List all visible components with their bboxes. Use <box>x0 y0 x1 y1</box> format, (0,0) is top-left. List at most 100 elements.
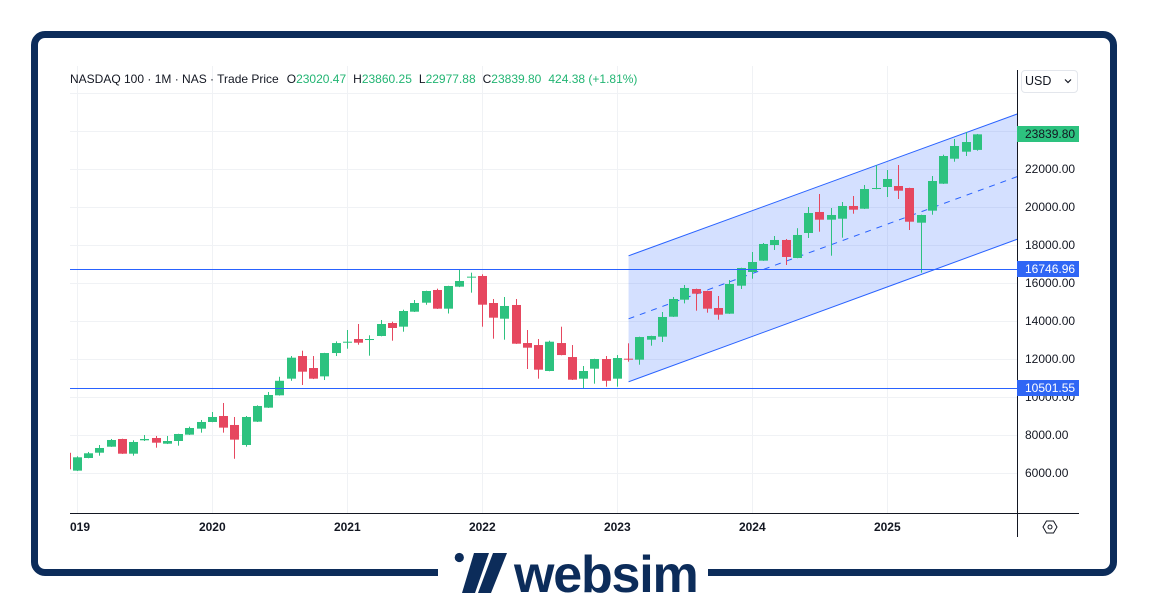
candle <box>365 335 374 356</box>
horizontal-line-price-label: 10501.55 <box>1017 380 1079 396</box>
candle <box>759 243 768 261</box>
candle <box>973 133 982 151</box>
candle <box>860 184 869 210</box>
candle <box>647 335 656 346</box>
websim-logo-text: websim <box>514 546 699 604</box>
candle <box>343 330 352 349</box>
candle <box>669 296 678 317</box>
price-label: 14000.00 <box>1025 314 1076 329</box>
candle <box>579 366 588 389</box>
candle <box>107 438 116 447</box>
candle <box>422 290 431 305</box>
candle <box>568 345 577 381</box>
candle <box>624 343 633 362</box>
candle <box>433 288 442 309</box>
candle <box>377 319 386 337</box>
candle <box>478 274 487 327</box>
candle <box>140 434 149 441</box>
last-price-label: 23839.80 <box>1017 126 1079 142</box>
channel-middle-line[interactable] <box>628 175 1023 320</box>
price-axis[interactable]: 22000.00 20000.00 18000.00 16000.00 14000.00… <box>1017 60 1079 513</box>
candle <box>332 341 341 357</box>
candle <box>692 288 701 311</box>
candle <box>174 433 183 446</box>
candle <box>208 411 217 423</box>
time-label: 019 <box>70 520 91 534</box>
parallel-channel[interactable] <box>628 112 1023 383</box>
candle <box>602 356 611 387</box>
candle <box>354 323 363 345</box>
price-label: 22000.00 <box>1025 162 1076 177</box>
candle <box>523 330 532 369</box>
candle <box>118 438 127 454</box>
currency-select[interactable]: USD <box>1021 70 1078 93</box>
candle <box>242 415 251 447</box>
candle <box>309 356 318 380</box>
price-label: 16000.00 <box>1025 276 1076 291</box>
candle <box>928 176 937 215</box>
candle <box>725 279 734 314</box>
candle <box>185 426 194 435</box>
candle <box>197 419 206 433</box>
candle <box>557 326 566 356</box>
candle <box>70 452 71 470</box>
legend-high: H23860.25 <box>353 72 412 86</box>
candle <box>894 165 903 199</box>
candle <box>838 201 847 238</box>
candle <box>489 298 498 339</box>
candle <box>950 138 959 162</box>
time-label: 2025 <box>873 520 901 534</box>
horizontal-line-price-label: 16746.96 <box>1017 261 1079 277</box>
candle <box>737 267 746 289</box>
candle <box>95 444 104 456</box>
candle <box>219 402 228 433</box>
candle <box>849 195 858 214</box>
candle <box>680 284 689 304</box>
candle <box>298 350 307 385</box>
candle <box>883 170 892 198</box>
price-label: 18000.00 <box>1025 238 1076 253</box>
candle <box>872 165 881 190</box>
candle <box>748 251 757 279</box>
time-axis[interactable]: 019 2020 2021 2022 2023 2024 2025 <box>70 513 1017 537</box>
channel-upper-line[interactable] <box>628 112 1023 257</box>
price-label: 12000.00 <box>1025 352 1076 367</box>
candle <box>613 355 622 387</box>
candle <box>264 391 273 408</box>
candle <box>962 132 971 156</box>
candle <box>770 235 779 250</box>
candle <box>714 295 723 320</box>
candle <box>782 238 791 265</box>
time-label: 2022 <box>468 520 496 534</box>
candle <box>275 376 284 396</box>
candle <box>467 272 476 293</box>
candle <box>287 356 296 381</box>
candle <box>793 228 802 259</box>
candle <box>590 358 599 384</box>
candle <box>152 435 161 448</box>
candle <box>635 336 644 365</box>
legend-change: 424.38 (+1.81%) <box>548 72 638 86</box>
candle <box>73 456 82 472</box>
candle <box>399 309 408 332</box>
candle <box>545 340 554 372</box>
currency-value: USD <box>1025 74 1052 88</box>
candle <box>320 352 329 381</box>
price-label: 6000.00 <box>1025 466 1069 481</box>
legend-title: NASDAQ 100 · 1M · NAS · Trade Price <box>70 72 279 86</box>
candle <box>917 214 926 273</box>
price-label: 8000.00 <box>1025 428 1069 443</box>
legend-open: O23020.47 <box>286 72 347 86</box>
chart-legend: NASDAQ 100 · 1M · NAS · Trade Price O230… <box>70 72 637 87</box>
candle <box>512 298 521 344</box>
candle <box>230 416 239 459</box>
channel-lower-line[interactable] <box>628 237 1023 383</box>
gear-hexagon-icon[interactable] <box>1042 519 1058 535</box>
candle <box>455 268 464 288</box>
candle <box>129 440 138 456</box>
chevron-down-icon <box>1064 79 1072 84</box>
candle <box>500 296 509 340</box>
candle <box>804 206 813 238</box>
time-label: 2020 <box>198 520 226 534</box>
